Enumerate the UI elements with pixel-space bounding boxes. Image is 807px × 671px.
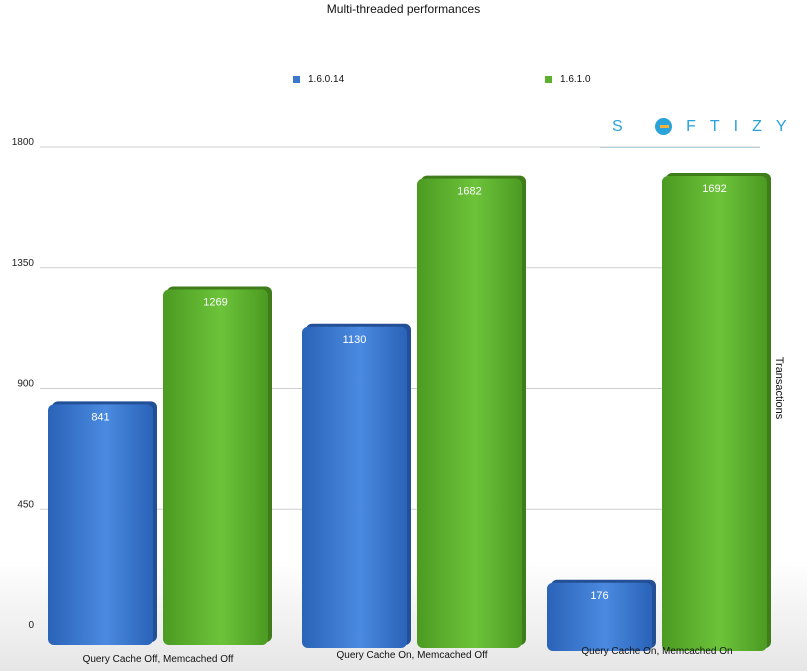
y-axis-label: Transactions [773, 357, 785, 420]
chart-title: Multi-threaded performances [326, 2, 481, 16]
x-category-label: Query Cache On, Memcached Off [337, 650, 488, 661]
legend-label-series-2: 1.6.1.0 [560, 74, 591, 85]
bar-series-2-3 [662, 175, 767, 652]
legend-swatch-series-1 [293, 76, 300, 83]
y-tick-label: 1800 [12, 137, 35, 148]
y-tick-label: 900 [17, 379, 34, 390]
x-category-label: Query Cache On, Memcached On [581, 646, 732, 657]
bar-series-1-3 [547, 582, 652, 651]
bar-value-label: 1682 [457, 186, 481, 198]
y-tick-label: 0 [28, 620, 34, 631]
bar-value-label: 1269 [203, 296, 227, 308]
softizy-logo: S FTIZY [612, 118, 801, 136]
legend-item-series-2: 1.6.1.0 [545, 74, 591, 85]
bar-series-2-2 [417, 178, 522, 648]
logo-globe-icon [655, 118, 673, 136]
bar-series-2-1 [163, 289, 268, 645]
bar-value-label: 176 [590, 590, 608, 602]
legend-item-series-1: 1.6.0.14 [293, 74, 344, 85]
y-tick-label: 450 [17, 499, 34, 510]
x-category-label: Query Cache Off, Memcached Off [83, 654, 234, 665]
bar-series-1-2 [302, 326, 407, 648]
bar-value-label: 841 [91, 411, 109, 423]
bar-value-label: 1692 [702, 183, 726, 195]
legend-swatch-series-2 [545, 76, 552, 83]
bar-value-label: 1130 [343, 334, 367, 346]
logo-text-end: FTIZY [686, 118, 801, 135]
legend-label-series-1: 1.6.0.14 [308, 74, 345, 85]
bar-series-1-1 [48, 404, 153, 645]
logo-text-start: S [612, 118, 637, 135]
y-tick-label: 1350 [12, 258, 35, 269]
